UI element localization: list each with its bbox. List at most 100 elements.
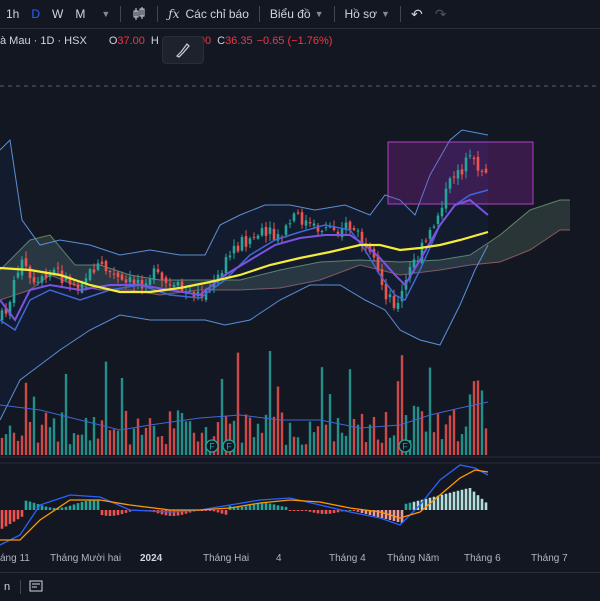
macd-histogram-bar — [20, 510, 24, 517]
interval-1h[interactable]: 1h — [6, 7, 20, 21]
volume-bar — [416, 406, 420, 455]
volume-bar — [124, 410, 128, 455]
macd-histogram-bar — [316, 510, 320, 514]
candle-body — [448, 178, 452, 189]
volume-bar — [128, 444, 132, 455]
macd-histogram-bar — [372, 510, 376, 516]
candle-body — [292, 213, 296, 221]
volume-bar — [388, 437, 392, 455]
candle-body — [112, 273, 116, 275]
highlight-rectangle[interactable] — [387, 141, 534, 205]
interval-month[interactable]: M — [75, 7, 86, 21]
candle-body — [0, 310, 4, 321]
volume-bar — [248, 417, 252, 455]
candle-body — [56, 267, 60, 269]
time-axis[interactable]: áng 11 Tháng Mười hai 2024 Tháng Hai 4 T… — [0, 548, 600, 570]
volume-bar — [56, 441, 60, 455]
candle-body — [344, 222, 348, 230]
macd-pane — [0, 464, 489, 546]
candle-body — [328, 226, 332, 228]
interval-week[interactable]: W — [52, 7, 64, 21]
candle-body — [360, 231, 364, 246]
interval-day[interactable]: D — [31, 7, 41, 21]
volume-bar — [300, 444, 304, 455]
candle-body — [476, 156, 480, 171]
candle-body — [172, 285, 176, 287]
axis-label-dec: Tháng Mười hai — [50, 553, 122, 564]
volume-bar — [312, 432, 316, 455]
candle-body — [436, 215, 440, 224]
macd-histogram-bar — [484, 502, 488, 510]
macd-histogram-bar — [128, 510, 132, 512]
candle-body — [96, 263, 100, 270]
interval-dropdown-button[interactable]: ▼ — [91, 0, 116, 28]
macd-histogram-bar — [292, 510, 296, 511]
volume-bar — [456, 441, 460, 455]
volume-bar — [68, 444, 72, 455]
volume-bar — [396, 381, 400, 455]
volume-bar — [96, 438, 100, 455]
macd-histogram-bar — [312, 510, 316, 513]
date-range-icon[interactable] — [29, 579, 43, 596]
symbol-title[interactable]: à Mau · 1D · HSX — [0, 35, 87, 47]
candle-body — [12, 280, 16, 303]
candle-body — [408, 267, 412, 279]
macd-histogram-bar — [8, 510, 12, 524]
drawing-floating-button[interactable] — [162, 36, 204, 64]
macd-histogram-bar — [216, 510, 220, 513]
volume-bar — [196, 441, 200, 455]
candle-body — [88, 269, 92, 281]
macd-histogram-bar — [224, 510, 228, 515]
event-marker[interactable]: F — [222, 439, 236, 453]
macd-histogram-bar — [456, 490, 460, 510]
volume-bar — [332, 441, 336, 455]
undo-button[interactable]: ↶ — [405, 0, 429, 28]
candle-body — [16, 272, 20, 278]
candles-type-button[interactable] — [125, 0, 153, 28]
chart-type-button[interactable]: Biểu đồ ▼ — [264, 0, 330, 28]
candle-body — [456, 169, 460, 179]
macd-histogram-bar — [260, 503, 264, 510]
volume-bar — [156, 436, 160, 455]
bottom-left-text[interactable]: n — [4, 581, 11, 593]
candle-body — [92, 269, 96, 273]
chevron-down-icon: ▼ — [314, 9, 324, 19]
volume-bar — [448, 415, 452, 455]
profile-button[interactable]: Hồ sơ ▼ — [339, 0, 396, 28]
volume-bar — [232, 420, 236, 455]
macd-histogram-bar — [396, 510, 400, 522]
event-marker[interactable]: F — [398, 439, 412, 453]
candle-body — [468, 155, 472, 157]
volume-bar — [468, 394, 472, 455]
volume-bar — [120, 377, 124, 455]
macd-histogram-bar — [356, 510, 360, 512]
chevron-down-icon: ▼ — [101, 9, 111, 19]
volume-bar — [164, 444, 168, 455]
macd-histogram-bar — [412, 501, 416, 510]
candle-body — [160, 272, 164, 281]
candle-body — [464, 157, 468, 172]
candle-body — [76, 284, 80, 291]
volume-bar — [252, 437, 256, 455]
macd-histogram-bar — [408, 502, 412, 510]
candle-body — [168, 284, 172, 286]
macd-histogram-bar — [280, 506, 284, 510]
macd-histogram-bar — [364, 510, 368, 514]
volume-bar — [240, 442, 244, 455]
macd-histogram-bar — [48, 507, 52, 510]
candle-body — [24, 258, 28, 267]
volume-bar — [444, 424, 448, 455]
redo-button[interactable]: ↷ — [429, 0, 453, 28]
macd-histogram-bar — [52, 507, 56, 510]
indicators-button[interactable]: ƒx Các chỉ báo — [162, 0, 255, 28]
volume-bar — [244, 414, 248, 455]
volume-bar — [136, 418, 140, 455]
macd-histogram-bar — [384, 510, 388, 519]
volume-bar — [84, 417, 88, 455]
event-marker[interactable]: F — [205, 439, 219, 453]
candle-body — [400, 290, 404, 302]
macd-histogram-bar — [468, 488, 472, 510]
volume-bar — [340, 432, 344, 455]
candle-body — [396, 302, 400, 309]
